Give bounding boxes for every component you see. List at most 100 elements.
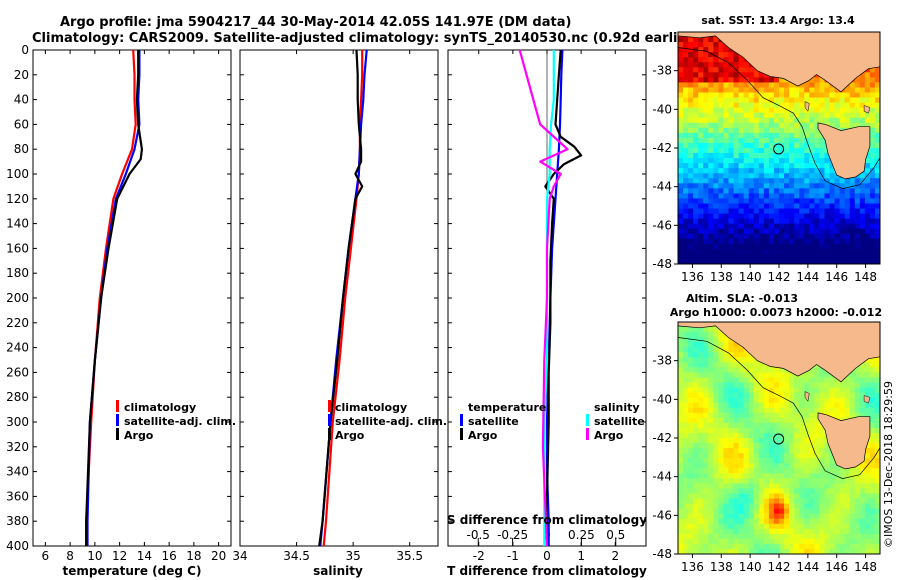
sla-heatmap-cell [708,407,714,414]
sst-heatmap-cell [773,82,780,88]
sla-heatmap-cell [688,523,694,530]
sla-heatmap-cell [743,427,750,434]
sst-heatmap-cell [834,208,840,214]
sla-heatmap-cell [738,448,745,454]
sla-heatmap-cell [728,438,734,444]
sla-heatmap-cell [708,528,714,535]
sla-heatmap-cell [763,513,770,520]
sla-heatmap-cell [688,342,694,348]
sst-heatmap-cell [738,87,745,93]
sla-heatmap-cell [768,488,775,494]
sla-heatmap-cell [718,518,724,525]
sla-heatmap-cell [824,458,830,464]
sst-heatmap-cell [728,248,734,255]
sla-heatmap-cell [869,448,876,454]
sst-heatmap-cell [743,253,750,260]
sst-heatmap-cell [708,37,714,43]
sla-heatmap-cell [874,427,880,434]
sst-heatmap-cell [869,198,876,204]
sla-heatmap-cell [869,513,876,520]
sla-heatmap-cell [743,438,750,444]
sst-heatmap-cell [678,193,684,199]
sla-heatmap-cell [688,488,694,494]
sla-heatmap-cell [849,377,856,383]
sla-heatmap-cell [824,397,830,404]
sla-heatmap-cell [824,548,830,554]
sst-heatmap-cell [814,163,820,169]
argo-location-marker [773,143,785,155]
sst-heatmap-cell [874,208,880,214]
sla-heatmap-cell [683,438,689,444]
sla-heatmap-cell [713,528,719,535]
sla-heatmap-cell [688,427,694,434]
sla-heatmap-cell [693,427,699,434]
sla-heatmap-cell [849,543,856,550]
sla-heatmap-cell [768,513,775,520]
sst-heatmap-cell [698,248,704,255]
sla-heatmap-cell [854,538,861,545]
sst-heatmap-cell [789,132,795,139]
sla-heatmap-cell [794,518,800,525]
sst-heatmap-cell [748,253,755,260]
sla-heatmap-cell [834,513,840,520]
sst-heatmap-cell [814,238,820,245]
sst-heatmap-cell [794,218,800,225]
sst-heatmap-cell [859,238,866,245]
sla-heatmap-cell [703,438,709,444]
sst-heatmap-cell [683,52,689,58]
sla-heatmap-cell [738,377,745,383]
sst-heatmap-cell [748,193,755,199]
sla-heatmap-cell [849,402,856,409]
sla-heatmap-cell [678,473,684,479]
sst-heatmap-cell [874,153,880,159]
sst-heatmap-cell [733,92,739,98]
sla-heatmap-cell [779,377,785,383]
sla-heatmap-cell [824,533,830,540]
sla-heatmap-cell [723,407,729,414]
sla-heatmap-cell [743,448,750,454]
sst-heatmap-cell [779,238,785,245]
sst-heatmap-cell [779,168,785,174]
sla-heatmap-cell [874,397,880,404]
sla-heatmap-cell [728,417,734,424]
sla-heatmap-cell [784,392,790,399]
sla-heatmap-cell [693,548,699,554]
sla-heatmap-cell [688,508,694,515]
sla-heatmap-cell [824,473,830,479]
sla-heatmap-cell [834,538,840,545]
sla-heatmap-cell [678,382,684,388]
sst-heatmap-cell [693,188,699,194]
sla-heatmap-cell [864,458,871,464]
sst-heatmap-cell [814,223,820,230]
sla-heatmap-cell [799,382,805,388]
sst-heatmap-cell [819,213,825,220]
sst-heatmap-cell [723,92,729,98]
sst-heatmap-cell [738,243,745,250]
sst-heatmap-cell [784,92,790,98]
sst-heatmap-cell [804,92,810,98]
sla-heatmap-cell [723,548,729,554]
sst-heatmap-cell [703,233,709,240]
sst-heatmap-cell [718,253,724,260]
sst-heatmap-cell [693,42,699,48]
sla-heatmap-cell [804,402,810,409]
sla-heatmap-cell [794,533,800,540]
sla-heatmap-cell [763,488,770,494]
sla-heatmap-cell [819,478,825,484]
sst-heatmap-cell [723,228,729,235]
sst-heatmap-cell [804,82,810,88]
sst-heatmap-cell [794,248,800,255]
sla-heatmap-cell [773,422,780,429]
sla-heatmap-cell [864,392,871,399]
sla-heatmap-cell [713,473,719,479]
sst-heatmap-cell [824,243,830,250]
sst-heatmap-cell [703,178,709,184]
sst-heatmap-cell [708,42,714,48]
sst-heatmap-cell [854,248,861,255]
sla-heatmap-cell [713,493,719,499]
sst-heatmap-cell [738,183,745,189]
sla-heatmap-cell [708,332,714,338]
sla-heatmap-cell [804,463,810,469]
sst-heatmap-cell [723,208,729,214]
sla-heatmap-cell [819,488,825,494]
